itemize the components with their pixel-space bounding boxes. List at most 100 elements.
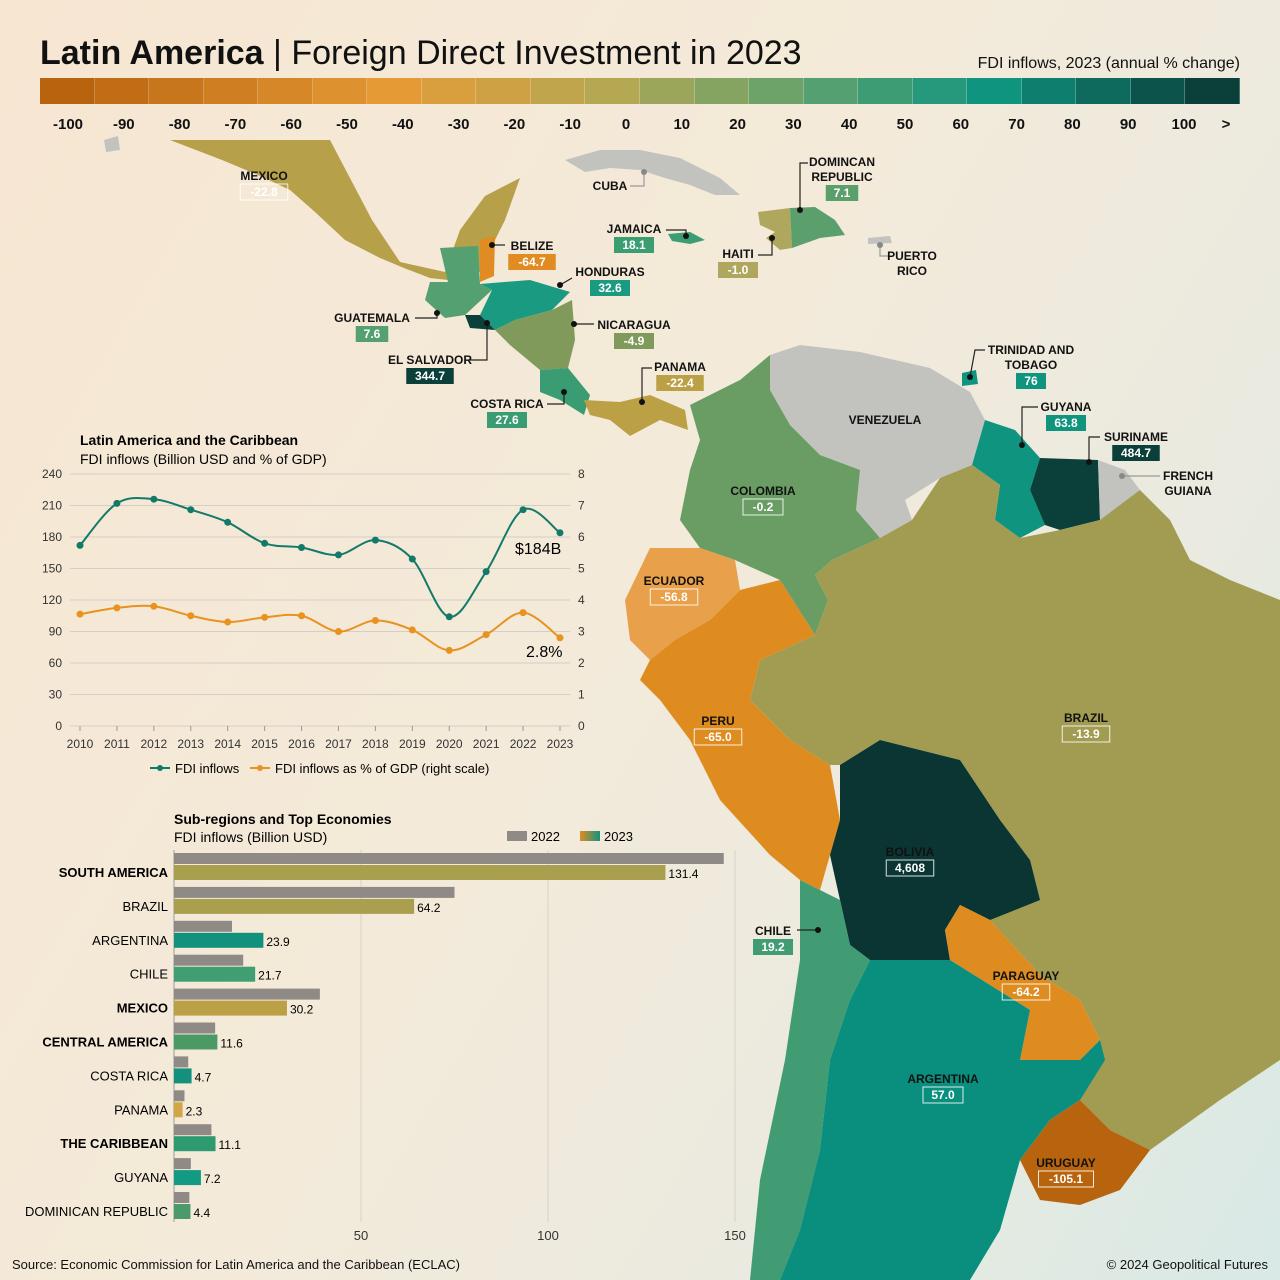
line-legend-dot (257, 765, 263, 771)
bar-2022 (174, 954, 244, 966)
bar-2023 (174, 1136, 216, 1152)
color-scale-step (749, 78, 804, 104)
brazil-shape (750, 465, 1280, 1150)
color-scale-tick: 80 (1064, 116, 1081, 133)
bar-category-label: CHILE (130, 967, 169, 982)
country-label-mexico: MEXICO (240, 169, 287, 183)
line-point-1 (150, 602, 158, 610)
panama-shape (584, 395, 688, 436)
value-box-panama (656, 375, 704, 391)
bar-category-label: PANAMA (114, 1102, 168, 1117)
value-argentina: 57.0 (931, 1088, 955, 1102)
bar-2023 (174, 1102, 183, 1118)
bar-2023 (174, 1068, 192, 1084)
line-point-1 (445, 646, 453, 654)
line-chart-y2tick: 6 (578, 530, 585, 544)
line-point-0 (556, 529, 564, 537)
value-box-bolivia (885, 859, 935, 877)
value-box-costa_rica (487, 412, 527, 428)
value-box-uruguay (1038, 1170, 1094, 1188)
color-scale-tick: 30 (785, 116, 802, 133)
color-scale-step (967, 78, 1022, 104)
line-point-1 (556, 634, 564, 642)
line-point-1 (482, 631, 490, 639)
chile-shape (750, 880, 870, 1280)
colombia-shape (680, 355, 880, 635)
line-chart-xtick: 2019 (399, 737, 426, 751)
country-label-trinidad: TRINIDAD AND (988, 343, 1075, 357)
uruguay-shape (1020, 1100, 1150, 1205)
bar-value-label: 4.7 (195, 1070, 212, 1084)
value-trinidad: 76 (1024, 374, 1038, 388)
line-chart-ytick: 0 (55, 719, 62, 733)
country-label-colombia: COLOMBIA (730, 484, 796, 498)
color-scale-step (421, 78, 477, 104)
color-scale-step (94, 78, 150, 104)
country-label-dominican: REPUBLIC (811, 170, 873, 184)
bar-value-label: 11.1 (219, 1138, 242, 1152)
bar-2022 (174, 920, 232, 932)
country-label-suriname: SURINAME (1104, 430, 1168, 444)
line-chart-y2tick: 8 (578, 467, 585, 481)
color-scale (40, 78, 1241, 104)
color-scale-step (258, 78, 313, 104)
line-point-0 (519, 506, 527, 514)
color-scale-step (912, 78, 968, 104)
bar-2023 (174, 1034, 218, 1050)
country-label-dominican: DOMINCAN (809, 155, 875, 169)
bar-2023 (174, 932, 264, 948)
line-chart-y2tick: 1 (578, 688, 585, 702)
value-colombia: -0.2 (753, 500, 774, 514)
line-chart-y2tick: 0 (578, 719, 585, 733)
color-scale-step (1021, 78, 1077, 104)
line-chart-xtick: 2016 (288, 737, 315, 751)
value-box-belize (508, 254, 556, 270)
country-label-jamaica: JAMAICA (607, 222, 662, 236)
value-guatemala: 7.6 (364, 327, 381, 341)
value-uruguay: -105.1 (1049, 1172, 1083, 1186)
value-box-paraguay (1001, 983, 1051, 1001)
value-box-honduras (590, 280, 630, 296)
line-chart-xtick: 2013 (177, 737, 204, 751)
value-guyana: 63.8 (1054, 416, 1078, 430)
value-box-argentina (922, 1086, 964, 1104)
bar-chart-xtick: 50 (354, 1228, 368, 1243)
guatemala-shape (425, 246, 492, 318)
venezuela-shape (770, 345, 985, 538)
line-chart-subtitle: FDI inflows (Billion USD and % of GDP) (80, 451, 327, 467)
bar-category-label: MEXICO (117, 1001, 168, 1016)
bar-2023 (174, 898, 415, 914)
color-scale-tick: 40 (840, 116, 858, 133)
color-scale-step (585, 78, 641, 104)
color-scale-step (149, 78, 204, 104)
color-scale-tick: -10 (559, 116, 582, 133)
bar-value-label: 30.2 (290, 1003, 314, 1017)
line-chart-xtick: 2018 (362, 737, 389, 751)
color-scale-tick: -20 (503, 116, 526, 133)
suriname-shape (1030, 458, 1100, 530)
country-label-cuba: CUBA (593, 179, 628, 193)
color-scale-tick: 20 (729, 116, 746, 133)
line-chart-xtick: 2010 (67, 737, 94, 751)
bar-category-label: ARGENTINA (92, 933, 168, 948)
line-chart-ytick: 30 (49, 688, 63, 702)
country-label-argentina: ARGENTINA (907, 1072, 979, 1086)
bar-category-label: GUYANA (114, 1170, 168, 1185)
bar-value-label: 4.4 (193, 1206, 210, 1220)
bar-2023 (174, 966, 256, 982)
value-box-guyana (1046, 415, 1086, 431)
line-point-1 (334, 628, 342, 635)
color-scale-tick: 50 (896, 116, 914, 133)
line-point-0 (113, 499, 121, 507)
line-series-0 (79, 497, 561, 618)
country-label-panama: PANAMA (654, 360, 706, 374)
line-point-0 (371, 536, 379, 544)
value-el_salvador: 344.7 (415, 369, 445, 383)
color-scale-step (312, 78, 368, 104)
argentina-shape (780, 960, 1105, 1280)
bar-2022 (174, 988, 320, 1000)
bar-value-label: 11.6 (220, 1037, 243, 1051)
value-haiti: -1.0 (728, 263, 749, 277)
value-mexico: -22.8 (250, 185, 278, 199)
country-label-el_salvador: EL SALVADOR (388, 353, 472, 367)
